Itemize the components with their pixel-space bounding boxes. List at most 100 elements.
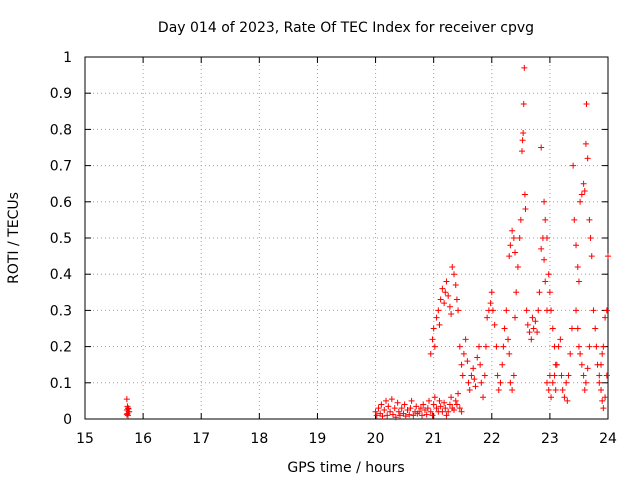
y-tick-label: 0.2	[50, 340, 72, 356]
x-tick-label: 23	[541, 431, 559, 447]
data-point	[392, 414, 399, 421]
data-point	[596, 379, 603, 386]
data-point	[586, 216, 593, 223]
data-point	[441, 399, 448, 406]
data-point	[578, 361, 585, 368]
data-point	[598, 361, 605, 368]
y-tick-label: 0	[63, 412, 72, 428]
data-point	[375, 405, 382, 412]
data-point	[528, 336, 535, 343]
data-point	[456, 405, 463, 412]
data-point	[521, 64, 528, 71]
data-point	[536, 289, 543, 296]
data-point	[410, 412, 417, 419]
axis-ticks: 15 16 17 18 19 20 21 22 23 24 0 0.1 0.2 0.3 0.4 0.5 0.6 0…	[50, 50, 617, 447]
data-point	[543, 379, 550, 386]
x-tick-label: 19	[309, 431, 327, 447]
data-point	[592, 325, 599, 332]
data-point	[602, 394, 609, 401]
data-point	[413, 403, 420, 410]
data-point	[459, 372, 466, 379]
data-point	[523, 307, 530, 314]
data-point	[419, 412, 426, 419]
data-point	[487, 300, 494, 307]
data-point	[475, 343, 482, 350]
data-point	[582, 140, 589, 147]
data-point	[546, 289, 553, 296]
data-point	[497, 379, 504, 386]
y-axis-title: ROTI / TECUs	[6, 192, 22, 284]
data-point	[445, 408, 452, 415]
data-point	[378, 401, 385, 408]
data-point	[518, 148, 525, 155]
data-point	[581, 187, 588, 194]
data-point	[526, 329, 533, 336]
data-point	[455, 307, 462, 314]
data-point	[529, 314, 536, 321]
data-point	[435, 307, 442, 314]
data-point	[561, 394, 568, 401]
data-point	[427, 408, 434, 415]
data-point	[430, 401, 437, 408]
data-point	[442, 289, 449, 296]
data-point	[535, 307, 542, 314]
data-point	[385, 403, 392, 410]
data-point	[391, 405, 398, 412]
data-point	[510, 235, 517, 241]
data-point	[472, 383, 479, 390]
data-point	[600, 405, 607, 412]
data-point	[587, 235, 594, 241]
data-point	[573, 242, 580, 249]
data-point	[519, 137, 526, 144]
data-point	[552, 387, 559, 394]
data-point	[549, 325, 556, 332]
data-point	[458, 361, 465, 368]
data-point	[431, 343, 438, 350]
data-point	[590, 307, 597, 314]
data-point	[596, 372, 603, 379]
data-point	[443, 412, 450, 419]
data-point	[470, 365, 477, 372]
data-point	[541, 198, 548, 205]
data-point	[471, 376, 478, 383]
data-point	[548, 307, 555, 314]
data-point	[387, 408, 394, 415]
data-point	[549, 379, 556, 386]
data-point	[509, 387, 516, 394]
data-point	[598, 387, 605, 394]
data-point	[396, 412, 403, 419]
data-point	[603, 307, 610, 314]
data-point	[545, 271, 552, 278]
data-point	[383, 397, 390, 404]
data-point	[599, 350, 606, 357]
data-point	[580, 372, 587, 379]
data-point	[553, 361, 560, 368]
data-point	[460, 350, 467, 357]
data-point	[420, 401, 427, 408]
data-point	[453, 296, 460, 303]
data-point	[433, 405, 440, 412]
data-point	[558, 372, 565, 379]
data-point	[429, 412, 436, 419]
data-point	[524, 321, 531, 328]
data-point	[401, 401, 408, 408]
data-point	[602, 314, 609, 321]
data-point	[452, 282, 459, 289]
data-point	[455, 390, 462, 397]
data-point	[583, 101, 590, 108]
data-point	[373, 412, 380, 419]
data-point	[542, 278, 549, 285]
data-points	[123, 64, 611, 421]
data-point	[480, 394, 487, 401]
x-tick-label: 16	[134, 431, 152, 447]
data-point	[520, 101, 527, 108]
data-point	[446, 401, 453, 408]
data-point	[433, 314, 440, 321]
data-point	[507, 379, 514, 386]
data-point	[465, 379, 472, 386]
data-point	[442, 405, 449, 412]
x-tick-label: 22	[483, 431, 501, 447]
y-tick-label: 1	[63, 50, 72, 66]
data-point	[557, 336, 564, 343]
